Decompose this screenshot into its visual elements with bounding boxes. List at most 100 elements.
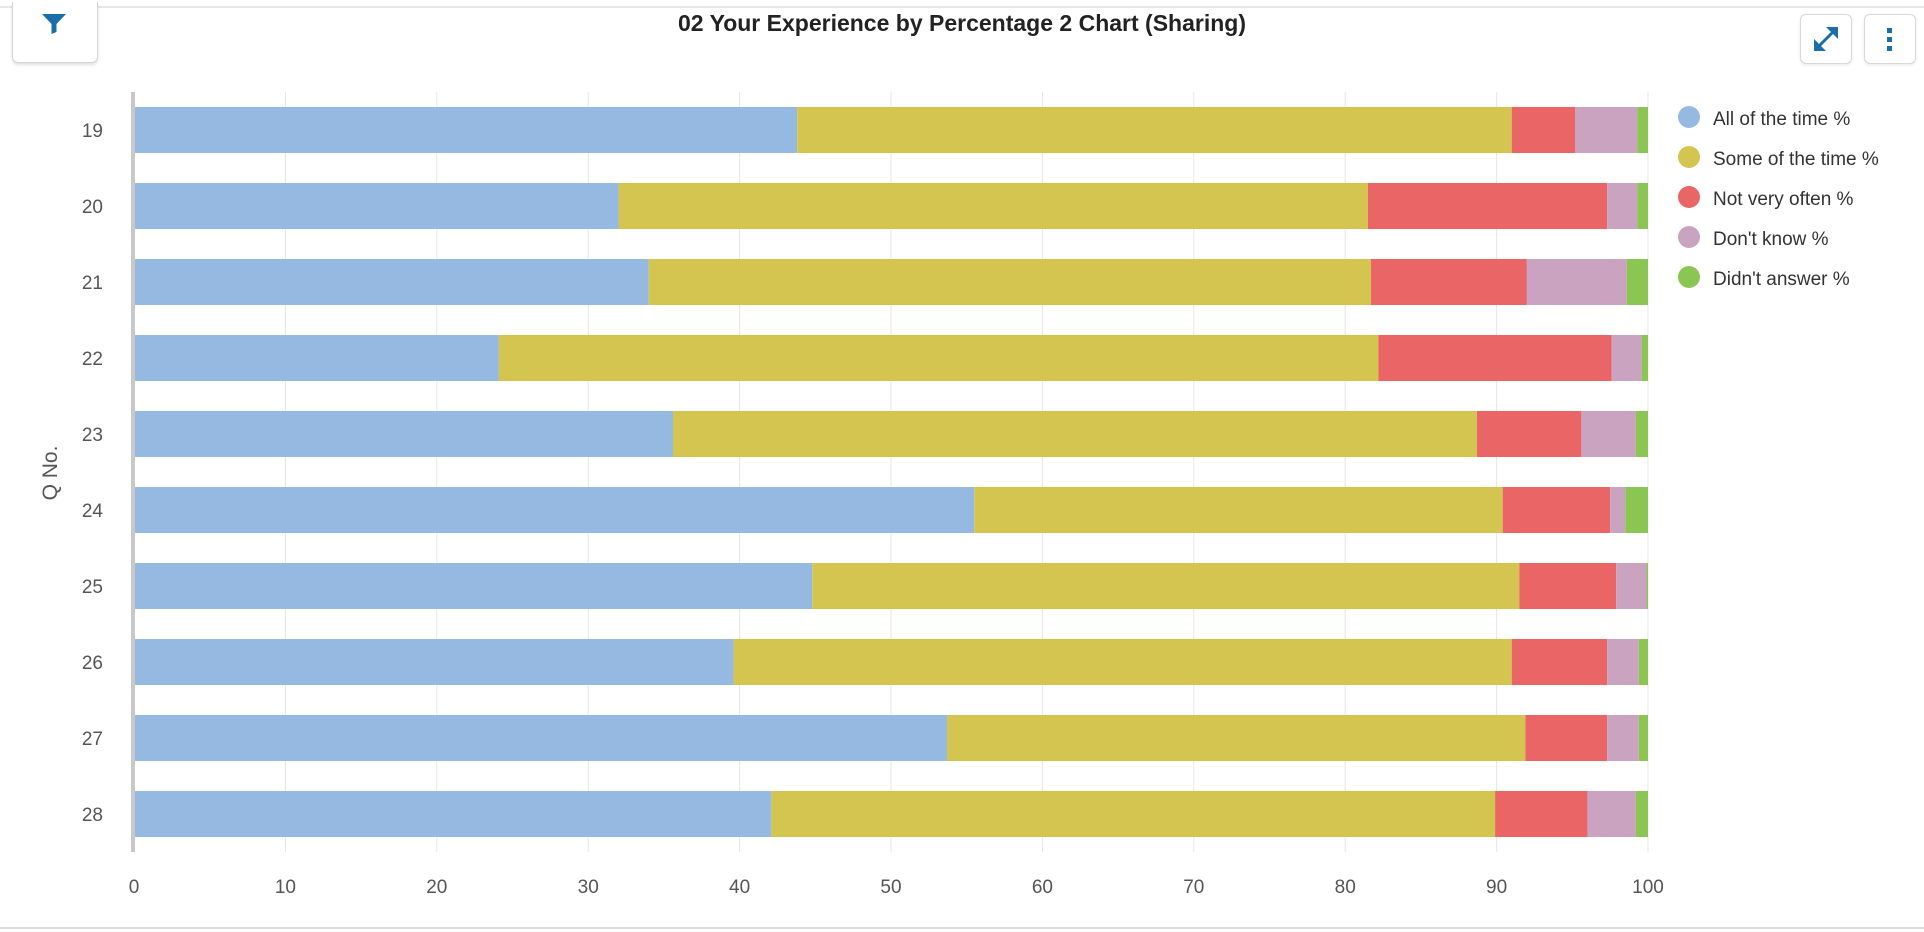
y-tick-label: 20 — [82, 197, 103, 218]
y-tick-label: 26 — [82, 653, 103, 674]
vertical-dots-icon — [1887, 28, 1892, 51]
x-tick-label: 80 — [1335, 877, 1356, 898]
bar-q21-series-0[interactable] — [134, 259, 649, 305]
legend-item-1[interactable]: Some of the time % — [1678, 146, 1879, 170]
bar-q22-series-1[interactable] — [498, 335, 1379, 381]
x-tick-label: 10 — [275, 877, 296, 898]
legend-item-0[interactable]: All of the time % — [1678, 106, 1850, 130]
bar-q27-series-3[interactable] — [1607, 715, 1639, 761]
expand-icon — [1814, 27, 1838, 51]
x-tick-label: 100 — [1632, 877, 1664, 898]
bar-q20-series-2[interactable] — [1367, 183, 1608, 229]
legend-swatch — [1678, 266, 1700, 288]
legend-label: Not very often % — [1713, 189, 1854, 210]
bottom-divider — [0, 927, 1924, 929]
legend-swatch — [1678, 106, 1700, 128]
y-tick-label: 19 — [82, 121, 103, 142]
bar-q23-series-3[interactable] — [1581, 411, 1636, 457]
bar-q25-series-4[interactable] — [1646, 563, 1648, 609]
bar-q26-series-0[interactable] — [134, 639, 734, 685]
expand-button[interactable] — [1800, 14, 1852, 64]
x-axis-ticks: 0 10 20 30 40 50 60 70 80 90 100 — [129, 877, 1664, 898]
bar-q20-series-3[interactable] — [1607, 183, 1638, 229]
bar-q19-series-0[interactable] — [134, 107, 798, 153]
bar-q20-series-0[interactable] — [134, 183, 619, 229]
bar-q21-series-4[interactable] — [1626, 259, 1648, 305]
y-tick-label: 28 — [82, 805, 103, 826]
x-tick-label: 70 — [1183, 877, 1204, 898]
more-options-button[interactable] — [1864, 14, 1916, 64]
bar-q24-series-4[interactable] — [1625, 487, 1648, 533]
bar-q20-series-4[interactable] — [1637, 183, 1648, 229]
x-tick-label: 60 — [1032, 877, 1053, 898]
legend-label: Don't know % — [1713, 229, 1829, 250]
bar-q20-series-1[interactable] — [618, 183, 1368, 229]
bar-q27-series-4[interactable] — [1638, 715, 1648, 761]
chart-title: 02 Your Experience by Percentage 2 Chart… — [678, 10, 1246, 36]
legend-item-4[interactable]: Didn't answer % — [1678, 266, 1850, 290]
top-divider — [0, 6, 1924, 8]
bar-q28-series-4[interactable] — [1635, 791, 1648, 837]
bar-q24-series-0[interactable] — [134, 487, 975, 533]
legend-label: Some of the time % — [1713, 149, 1879, 170]
y-tick-label: 22 — [82, 349, 103, 370]
y-tick-label: 25 — [82, 577, 103, 598]
bar-q28-series-0[interactable] — [134, 791, 772, 837]
y-axis-ticks: 19 20 21 22 23 24 25 26 27 28 — [82, 121, 104, 826]
y-axis-line — [131, 92, 135, 852]
x-tick-label: 30 — [578, 877, 599, 898]
legend-swatch — [1678, 186, 1700, 208]
bar-q21-series-1[interactable] — [648, 259, 1371, 305]
bar-q22-series-4[interactable] — [1641, 335, 1648, 381]
filter-button[interactable] — [12, 2, 98, 63]
bar-q22-series-0[interactable] — [134, 335, 499, 381]
legend-swatch — [1678, 146, 1700, 168]
legend-label: Didn't answer % — [1713, 269, 1850, 290]
bar-q26-series-3[interactable] — [1607, 639, 1639, 685]
bar-q23-series-2[interactable] — [1476, 411, 1582, 457]
y-tick-label: 24 — [82, 501, 104, 522]
legend-item-3[interactable]: Don't know % — [1678, 226, 1829, 250]
bar-q25-series-3[interactable] — [1616, 563, 1647, 609]
legend: All of the time % Some of the time % Not v… — [1678, 106, 1879, 290]
x-tick-label: 40 — [729, 877, 750, 898]
bars — [134, 107, 1648, 837]
bar-q28-series-3[interactable] — [1587, 791, 1636, 837]
legend-label: All of the time % — [1713, 109, 1850, 130]
bar-q24-series-2[interactable] — [1502, 487, 1611, 533]
bar-q22-series-2[interactable] — [1378, 335, 1612, 381]
bar-q19-series-3[interactable] — [1575, 107, 1638, 153]
bar-q24-series-1[interactable] — [974, 487, 1503, 533]
y-tick-label: 21 — [82, 273, 103, 294]
bar-q19-series-2[interactable] — [1511, 107, 1576, 153]
bar-q21-series-3[interactable] — [1526, 259, 1627, 305]
bar-q21-series-2[interactable] — [1370, 259, 1527, 305]
y-tick-label: 27 — [82, 729, 103, 750]
bar-q25-series-1[interactable] — [812, 563, 1520, 609]
y-tick-label: 23 — [82, 425, 103, 446]
bar-q19-series-4[interactable] — [1637, 107, 1648, 153]
bar-q26-series-1[interactable] — [733, 639, 1512, 685]
bar-q19-series-1[interactable] — [797, 107, 1512, 153]
bar-q26-series-2[interactable] — [1511, 639, 1608, 685]
x-tick-label: 20 — [426, 877, 447, 898]
bar-q25-series-0[interactable] — [134, 563, 813, 609]
bar-q25-series-2[interactable] — [1519, 563, 1617, 609]
bar-q23-series-4[interactable] — [1635, 411, 1648, 457]
bar-q28-series-2[interactable] — [1495, 791, 1588, 837]
x-tick-label: 0 — [129, 877, 140, 898]
bar-q27-series-2[interactable] — [1525, 715, 1608, 761]
bar-q23-series-1[interactable] — [672, 411, 1477, 457]
filter-icon — [42, 14, 66, 34]
bar-q24-series-3[interactable] — [1610, 487, 1626, 533]
bar-q27-series-1[interactable] — [947, 715, 1526, 761]
bar-q27-series-0[interactable] — [134, 715, 948, 761]
bar-q26-series-4[interactable] — [1638, 639, 1648, 685]
x-tick-label: 50 — [880, 877, 901, 898]
bar-q23-series-0[interactable] — [134, 411, 673, 457]
legend-item-2[interactable]: Not very often % — [1678, 186, 1854, 210]
bar-q22-series-3[interactable] — [1611, 335, 1642, 381]
bar-q28-series-1[interactable] — [771, 791, 1496, 837]
y-axis-title: Q No. — [39, 446, 62, 501]
